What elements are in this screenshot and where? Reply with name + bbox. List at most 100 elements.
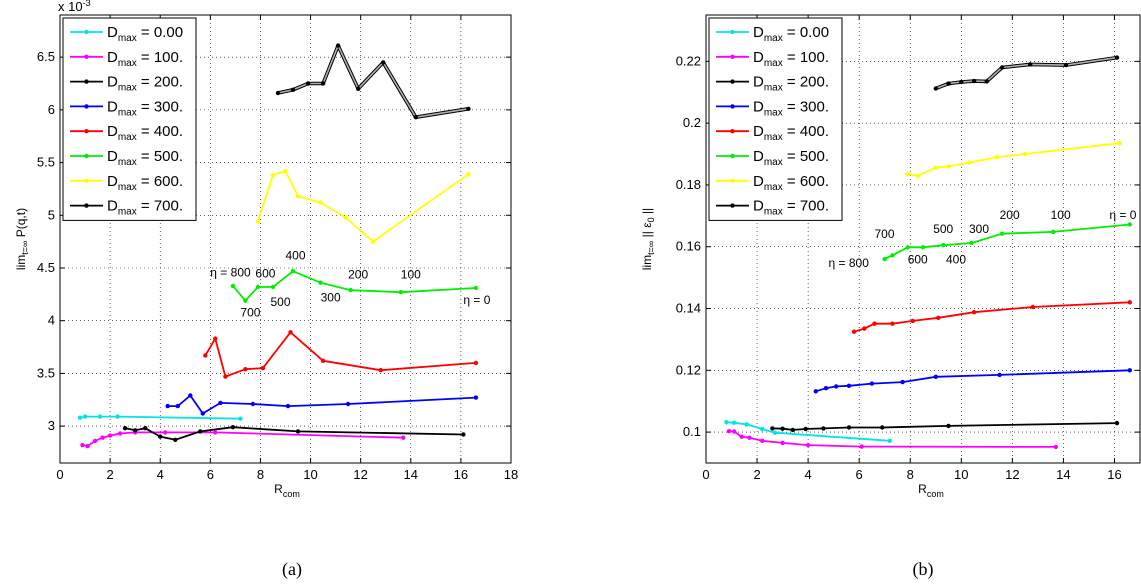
legend-swatch-marker <box>84 54 89 59</box>
data-point <box>203 353 208 358</box>
x-tick-label: 16 <box>1107 467 1121 482</box>
data-point <box>290 87 296 93</box>
data-point <box>882 256 887 262</box>
annotation-label: 600 <box>908 253 928 267</box>
data-point <box>834 384 839 389</box>
legend-entry: Dmax = 300. <box>716 98 829 118</box>
data-point <box>318 280 323 285</box>
data-point <box>1114 420 1120 426</box>
data-point <box>905 171 910 177</box>
series-4 <box>813 368 1133 394</box>
data-point <box>290 269 296 274</box>
x-tick-label: 14 <box>404 467 418 482</box>
data-point <box>971 310 977 315</box>
data-point <box>378 368 383 373</box>
data-point <box>371 239 376 244</box>
data-point <box>243 298 248 303</box>
data-point <box>97 414 103 419</box>
data-point <box>1051 229 1056 235</box>
data-point <box>890 253 895 258</box>
annotation-label: 100 <box>1051 208 1071 222</box>
data-point <box>320 81 326 86</box>
y-tick-label: 6 <box>48 102 55 117</box>
legend-entry: Dmax = 400. <box>70 123 183 143</box>
legend-entry: Dmax = 100. <box>70 49 183 69</box>
data-point <box>188 393 193 398</box>
data-point <box>173 437 178 442</box>
data-point <box>398 290 403 295</box>
data-point <box>381 60 386 65</box>
data-point <box>243 367 248 372</box>
data-point <box>910 318 915 324</box>
data-point <box>966 160 972 165</box>
data-point <box>1117 141 1122 146</box>
legend-label: Dmax = 300. <box>107 98 183 118</box>
data-point <box>223 374 228 379</box>
legend-entry: Dmax = 300. <box>70 98 183 118</box>
data-point <box>900 379 905 385</box>
legend-swatch-marker <box>84 203 89 208</box>
legend-swatch-marker <box>84 104 89 109</box>
data-point <box>218 400 223 406</box>
x-tick-label: 10 <box>954 467 968 482</box>
data-point <box>887 438 892 443</box>
legend-label: Dmax = 700. <box>753 198 829 218</box>
y-tick-label: 0.2 <box>683 115 701 130</box>
panel-b-caption: (b) <box>913 559 934 580</box>
x-tick-label: 12 <box>353 467 367 482</box>
data-point <box>862 326 867 331</box>
x-tick-label: 4 <box>157 467 164 482</box>
series-line <box>82 431 404 448</box>
data-point <box>345 401 351 407</box>
data-point <box>1127 300 1133 305</box>
data-point <box>744 422 749 427</box>
legend-entry: Dmax = 600. <box>716 173 829 193</box>
x-tick-label: 8 <box>257 467 264 482</box>
data-point <box>1053 444 1059 450</box>
legend-label: Dmax = 700. <box>107 198 183 218</box>
data-point <box>1030 304 1036 310</box>
legend-swatch-marker <box>730 203 735 208</box>
data-point <box>335 43 341 48</box>
legend-swatch-marker <box>730 29 735 35</box>
y-tick-label: 0.12 <box>676 362 701 377</box>
data-point <box>946 423 951 429</box>
series-8 <box>933 55 1120 91</box>
x-tick-label: 6 <box>856 467 863 482</box>
data-point <box>859 444 864 449</box>
y-tick-label: 0.18 <box>676 177 701 192</box>
data-point <box>318 200 323 205</box>
y-tick-label: 0.1 <box>683 424 701 439</box>
data-point <box>107 433 113 438</box>
data-point <box>915 173 921 178</box>
legend-entry: Dmax = 600. <box>70 173 183 193</box>
data-point <box>890 321 895 326</box>
data-point <box>143 426 148 431</box>
data-point <box>343 215 348 220</box>
legend-box <box>62 17 197 221</box>
data-point <box>473 395 479 400</box>
data-point <box>1028 62 1033 67</box>
data-point <box>805 442 811 448</box>
data-point <box>100 435 105 440</box>
data-point <box>1127 222 1133 227</box>
data-point <box>920 245 926 250</box>
annotation-label: 700 <box>240 306 260 320</box>
panel-a-exponent: x 10-3 <box>58 0 91 14</box>
data-point <box>92 438 98 444</box>
data-point <box>731 420 737 425</box>
panel-b-legend: Dmax = 0.00 Dmax = 100. Dmax = 200. Dmax = … <box>708 17 843 221</box>
annotation-label: 100 <box>401 268 421 282</box>
x-tick-label: 6 <box>207 467 214 482</box>
data-point <box>413 115 418 120</box>
data-point <box>270 284 276 290</box>
data-point <box>230 283 236 289</box>
data-point <box>320 358 326 363</box>
y-tick-label: 5 <box>48 207 55 222</box>
annotation-label: 300 <box>969 222 989 236</box>
data-point <box>731 429 737 434</box>
legend-swatch-marker <box>730 153 735 159</box>
y-tick-label: 0.14 <box>676 301 701 316</box>
annotation-label: 500 <box>271 295 291 309</box>
